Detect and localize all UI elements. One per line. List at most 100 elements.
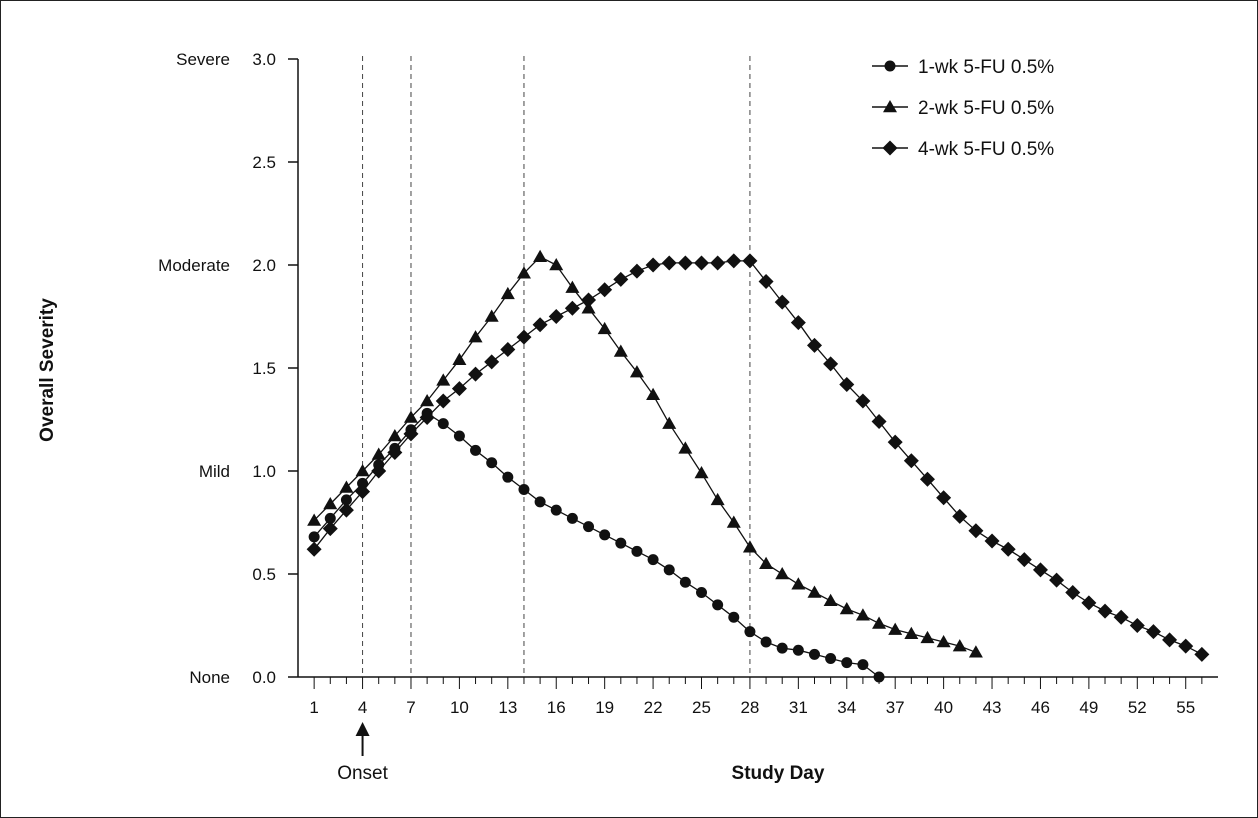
x-tick-label: 52 [1128,698,1147,717]
data-point-diamond [661,255,677,271]
data-point-diamond [806,337,822,353]
y-axis-title: Overall Severity [37,298,58,442]
data-point-triangle [307,513,322,526]
axes: 3.0 Severe 2.5 2.0 Moderate 1.5 1.0 Mild 0.5 0.0 N… [158,50,1218,717]
data-point-circle [792,644,804,656]
data-point-circle [615,537,627,549]
data-point-diamond [1000,541,1016,557]
data-point-diamond [516,329,532,345]
data-point-circle [663,564,675,576]
x-tick-label: 22 [644,698,663,717]
data-point-diamond [468,366,484,382]
data-point-triangle [872,616,887,629]
legend-marker-triangle [883,100,897,113]
data-point-circle [808,648,820,660]
data-point-triangle [855,608,870,621]
data-point-circle [712,599,724,611]
data-point-circle [631,545,643,557]
y-tick-label: 0.0 [252,668,276,687]
legend-label: 1-wk 5-FU 0.5% [918,57,1054,78]
data-point-circle [744,626,756,638]
data-point-triangle [403,410,418,423]
data-point-circle [825,652,837,664]
data-point-circle [647,554,659,566]
data-point-triangle [662,416,677,429]
data-point-triangle [597,321,612,335]
x-tick-label: 13 [498,698,517,717]
data-point-triangle [339,480,354,493]
data-point-circle [470,444,482,456]
data-point-diamond [936,490,952,506]
data-point-circle [324,512,336,524]
data-point-triangle [791,577,806,590]
data-point-circle [502,471,514,483]
y-tick-label: 0.5 [252,565,276,584]
data-point-triangle [355,464,370,477]
onset-label: Onset [337,763,388,784]
data-point-circle [728,611,740,623]
data-point-triangle [516,266,531,279]
data-point-triangle [420,393,435,407]
data-point-triangle [613,344,628,357]
data-point-diamond [774,294,790,310]
data-point-triangle [371,447,386,460]
x-tick-label: 31 [789,698,808,717]
data-point-diamond [500,341,516,357]
data-point-circle [357,477,369,489]
x-tick-label: 10 [450,698,469,717]
y-tick-label: 3.0 [252,50,276,69]
data-point-circle [437,418,449,430]
x-tick-label: 28 [740,698,759,717]
data-point-diamond [306,541,322,557]
data-point-diamond [887,434,903,450]
data-point-triangle [807,585,822,598]
data-point-diamond [694,255,710,271]
legend-label: 4-wk 5-FU 0.5% [918,139,1054,160]
data-point-circle [486,457,498,469]
data-point-circle [550,504,562,516]
data-point-diamond [984,533,1000,549]
data-point-triangle [839,602,854,615]
series-layer [306,249,1210,683]
data-point-diamond [1097,603,1113,619]
data-point-circle [308,531,320,543]
data-point-triangle [565,280,580,293]
data-point-diamond [338,502,354,518]
data-point-diamond [1178,638,1194,654]
data-point-circle [566,512,578,524]
data-point-diamond [1016,552,1032,568]
data-point-triangle [646,387,661,401]
data-point-diamond [403,426,419,442]
data-point-circle [534,496,546,508]
data-point-triangle [888,622,903,635]
data-point-diamond [839,376,855,392]
data-point-diamond [435,393,451,409]
data-point-triangle [920,630,935,644]
data-point-diamond [322,521,338,537]
legend: 1-wk 5-FU 0.5% 2-wk 5-FU 0.5% 4-wk 5-FU 0.… [872,57,1054,160]
data-point-diamond [726,253,742,269]
y-category-label: Mild [199,462,230,481]
data-point-diamond [1049,572,1065,588]
labels: Study Day Overall Severity Onset [37,298,825,784]
x-tick-label: 25 [692,698,711,717]
data-point-diamond [581,292,597,308]
data-point-diamond [613,271,629,287]
x-tick-label: 46 [1031,698,1050,717]
x-tick-label: 55 [1176,698,1195,717]
data-point-triangle [468,330,483,343]
data-point-circle [696,587,708,599]
x-tick-label: 40 [934,698,953,717]
data-point-diamond [371,463,387,479]
y-category-label: None [189,668,230,687]
data-point-diamond [952,508,968,524]
data-point-circle [760,636,772,648]
data-point-diamond [451,381,467,397]
data-point-diamond [871,414,887,430]
x-tick-label: 16 [547,698,566,717]
data-point-triangle [823,593,838,607]
data-point-triangle [387,428,402,442]
data-point-diamond [758,273,774,289]
x-tick-label: 7 [406,698,415,717]
